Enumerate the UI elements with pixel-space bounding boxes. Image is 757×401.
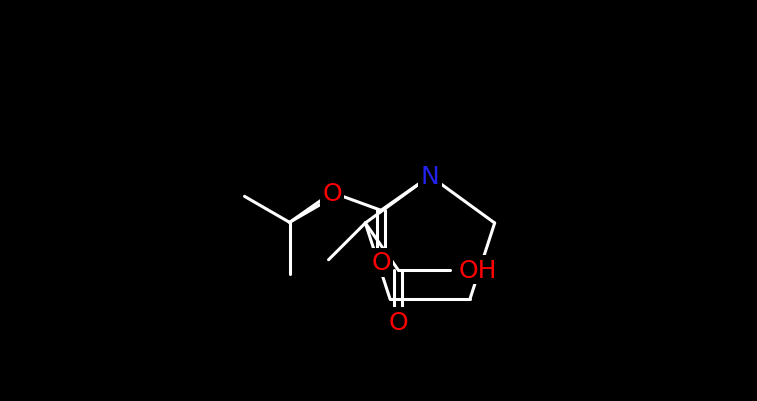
Text: O: O [322,181,342,205]
Text: N: N [421,164,439,188]
Text: OH: OH [458,258,497,282]
Text: O: O [388,310,408,334]
Text: O: O [371,251,391,275]
